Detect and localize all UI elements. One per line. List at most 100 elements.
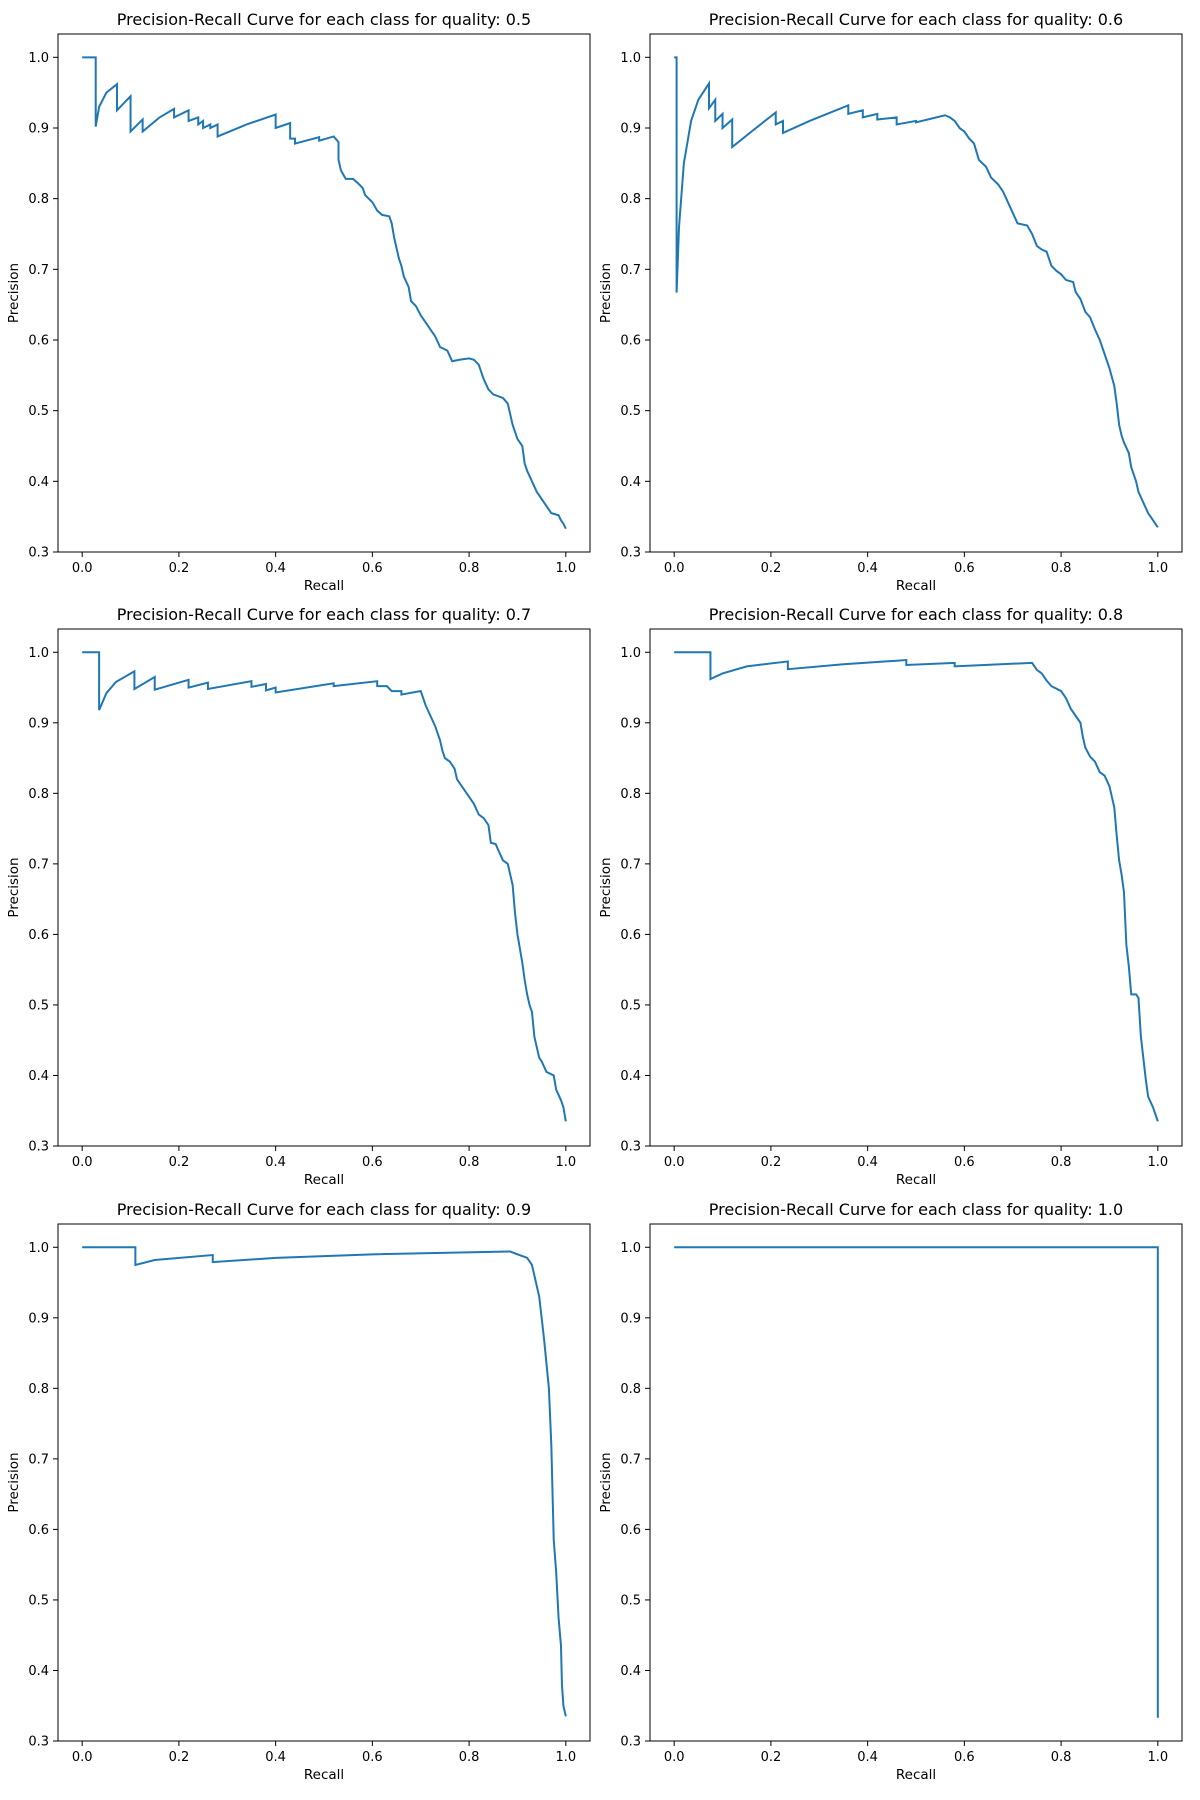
x-axis-label: Recall [304, 578, 344, 594]
x-axis-label: Recall [304, 1767, 344, 1783]
x-tick-label: 0.2 [761, 1750, 782, 1765]
y-tick-label: 0.6 [28, 928, 49, 943]
x-tick-label: 1.0 [1147, 1750, 1168, 1765]
y-tick-label: 0.5 [28, 998, 49, 1013]
axes-frame [57, 628, 591, 1147]
y-tick-label: 0.7 [28, 857, 49, 872]
y-tick-label: 0.5 [28, 1593, 49, 1608]
y-tick-label: 0.7 [28, 1452, 49, 1467]
x-tick-label: 0.4 [265, 561, 286, 576]
x-tick-label: 0.0 [72, 1155, 93, 1170]
x-axis-label: Recall [896, 578, 936, 594]
pr-curve-line [82, 651, 567, 1122]
y-tick-label: 0.8 [620, 192, 641, 207]
x-tick-label: 1.0 [555, 1155, 576, 1170]
chart-panel-1: Precision-Recall Curve for each class fo… [6, 10, 591, 594]
y-tick-label: 0.4 [28, 475, 49, 490]
y-tick-label: 0.7 [28, 263, 49, 278]
y-tick-label: 0.8 [28, 192, 49, 207]
y-tick-label: 0.5 [620, 998, 641, 1013]
y-tick-label: 0.8 [620, 787, 641, 802]
axes-frame [649, 628, 1183, 1147]
pr-curve-line [674, 1246, 1159, 1718]
y-tick-label: 0.9 [620, 121, 641, 136]
y-tick-label: 0.6 [28, 333, 49, 348]
chart-panel-6: Precision-Recall Curve for each class fo… [598, 1200, 1183, 1783]
y-tick-label: 0.6 [28, 1523, 49, 1538]
y-tick-label: 0.9 [28, 121, 49, 136]
y-tick-label: 1.0 [620, 1241, 641, 1256]
x-tick-label: 1.0 [1147, 561, 1168, 576]
y-tick-label: 0.3 [28, 546, 49, 561]
x-tick-label: 0.0 [664, 1155, 685, 1170]
y-tick-label: 0.5 [620, 404, 641, 419]
y-tick-label: 1.0 [620, 51, 641, 66]
x-tick-label: 0.6 [362, 561, 383, 576]
y-tick-label: 0.3 [620, 1140, 641, 1155]
x-tick-label: 0.0 [664, 561, 685, 576]
y-tick-label: 0.4 [620, 475, 641, 490]
x-tick-label: 0.8 [459, 1750, 480, 1765]
y-axis-label: Precision [6, 263, 22, 323]
axes-frame [57, 1223, 591, 1742]
y-axis-label: Precision [598, 1452, 614, 1512]
y-tick-label: 0.6 [620, 928, 641, 943]
y-axis-label: Precision [6, 1452, 22, 1512]
y-tick-label: 0.5 [28, 404, 49, 419]
y-tick-label: 0.8 [28, 1382, 49, 1397]
x-tick-label: 1.0 [1147, 1155, 1168, 1170]
x-tick-label: 0.4 [857, 1750, 878, 1765]
x-tick-label: 0.2 [169, 1155, 190, 1170]
x-tick-label: 0.2 [761, 561, 782, 576]
y-tick-label: 0.4 [620, 1664, 641, 1679]
x-tick-label: 0.8 [1051, 1155, 1072, 1170]
y-tick-label: 0.3 [620, 1735, 641, 1750]
y-tick-label: 0.9 [28, 1311, 49, 1326]
x-tick-label: 0.4 [265, 1750, 286, 1765]
chart-panel-5: Precision-Recall Curve for each class fo… [6, 1200, 591, 1783]
x-tick-label: 0.6 [954, 1155, 975, 1170]
x-tick-label: 0.6 [362, 1750, 383, 1765]
y-tick-label: 1.0 [28, 51, 49, 66]
pr-curve-line [82, 1246, 567, 1717]
y-axis-label: Precision [6, 857, 22, 917]
y-tick-label: 0.6 [620, 333, 641, 348]
x-tick-label: 0.6 [362, 1155, 383, 1170]
x-axis-label: Recall [304, 1172, 344, 1188]
axes-frame [57, 33, 591, 553]
chart-title: Precision-Recall Curve for each class fo… [709, 1200, 1123, 1219]
pr-curve-line [674, 651, 1159, 1122]
x-tick-label: 0.2 [761, 1155, 782, 1170]
y-tick-label: 0.6 [620, 1523, 641, 1538]
pr-curve-line [82, 56, 567, 530]
y-tick-label: 1.0 [28, 646, 49, 661]
y-axis-label: Precision [598, 263, 614, 323]
chart-title: Precision-Recall Curve for each class fo… [117, 1200, 531, 1219]
x-tick-label: 0.4 [857, 1155, 878, 1170]
x-tick-label: 0.0 [72, 1750, 93, 1765]
y-tick-label: 0.4 [620, 1069, 641, 1084]
chart-panel-3: Precision-Recall Curve for each class fo… [6, 605, 591, 1188]
x-tick-label: 0.2 [169, 561, 190, 576]
y-tick-label: 0.8 [620, 1382, 641, 1397]
axes-frame [649, 1223, 1183, 1742]
x-tick-label: 0.8 [459, 561, 480, 576]
chart-title: Precision-Recall Curve for each class fo… [709, 605, 1123, 624]
axes-frame [649, 33, 1183, 553]
pr-curve-line [674, 56, 1159, 528]
y-tick-label: 0.7 [620, 857, 641, 872]
y-tick-label: 1.0 [28, 1241, 49, 1256]
y-tick-label: 1.0 [620, 646, 641, 661]
y-tick-label: 0.4 [28, 1664, 49, 1679]
x-axis-label: Recall [896, 1767, 936, 1783]
y-axis-label: Precision [598, 857, 614, 917]
y-tick-label: 0.5 [620, 1593, 641, 1608]
x-tick-label: 0.0 [72, 561, 93, 576]
y-tick-label: 0.9 [620, 1311, 641, 1326]
y-tick-label: 0.3 [28, 1735, 49, 1750]
x-tick-label: 0.8 [1051, 561, 1072, 576]
y-tick-label: 0.7 [620, 263, 641, 278]
y-tick-label: 0.8 [28, 787, 49, 802]
y-tick-label: 0.3 [620, 546, 641, 561]
chart-panel-4: Precision-Recall Curve for each class fo… [598, 605, 1183, 1188]
